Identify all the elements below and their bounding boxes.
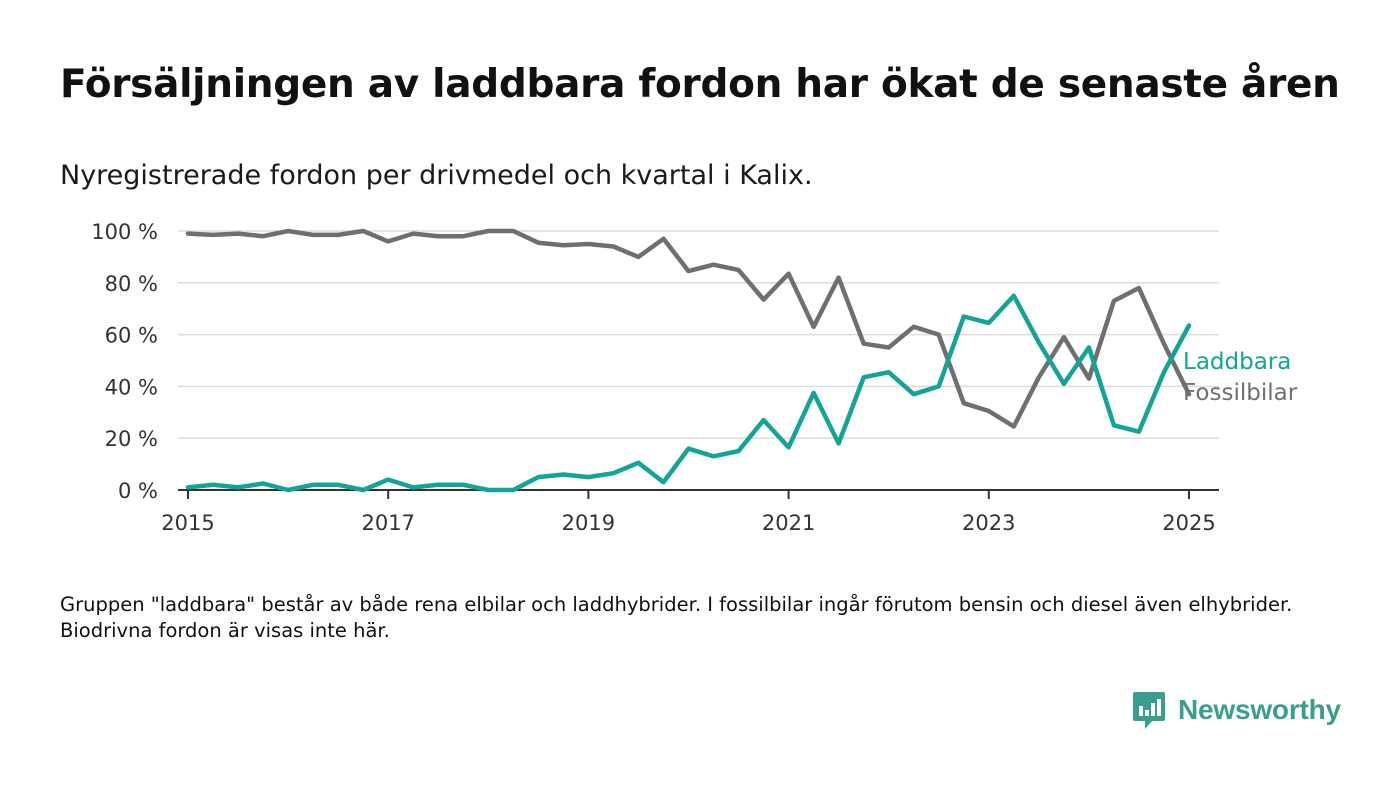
y-tick-label: 80 % [105, 272, 158, 296]
y-tick-label: 100 % [91, 220, 158, 244]
x-tick-label: 2017 [361, 511, 414, 535]
x-tick-label: 2021 [762, 511, 815, 535]
newsworthy-logo: Newsworthy [1132, 690, 1341, 730]
x-tick-label: 2015 [161, 511, 214, 535]
series-label-laddbara: Laddbara [1183, 349, 1291, 375]
newsworthy-logo-text: Newsworthy [1178, 694, 1341, 725]
footnote: Gruppen "laddbara" består av både rena e… [60, 593, 1293, 642]
x-tick-label: 2023 [962, 511, 1015, 535]
x-tick-label: 2019 [562, 511, 615, 535]
x-axis-ticks: 2015 2017 2019 2021 2023 2025 [161, 490, 1216, 535]
chart-title: Försäljningen av laddbara fordon har öka… [60, 62, 1340, 107]
newsworthy-logo-icon [1133, 692, 1165, 729]
series-lines [185, 228, 1192, 493]
series-labels: Laddbara Fossilbilar [1183, 349, 1298, 406]
y-axis-ticks: 0 % 20 % 40 % 60 % 80 % 100 % [91, 220, 158, 503]
y-tick-label: 20 % [105, 427, 158, 451]
y-tick-label: 40 % [105, 375, 158, 399]
series-line-laddbara [185, 293, 1192, 493]
x-tick-label: 2025 [1162, 511, 1215, 535]
y-tick-label: 60 % [105, 324, 158, 348]
series-line-fossilbilar [185, 228, 1192, 429]
chart-subtitle: Nyregistrerade fordon per drivmedel och … [60, 160, 813, 191]
y-tick-label: 0 % [118, 479, 158, 503]
series-label-fossilbilar: Fossilbilar [1183, 380, 1298, 406]
